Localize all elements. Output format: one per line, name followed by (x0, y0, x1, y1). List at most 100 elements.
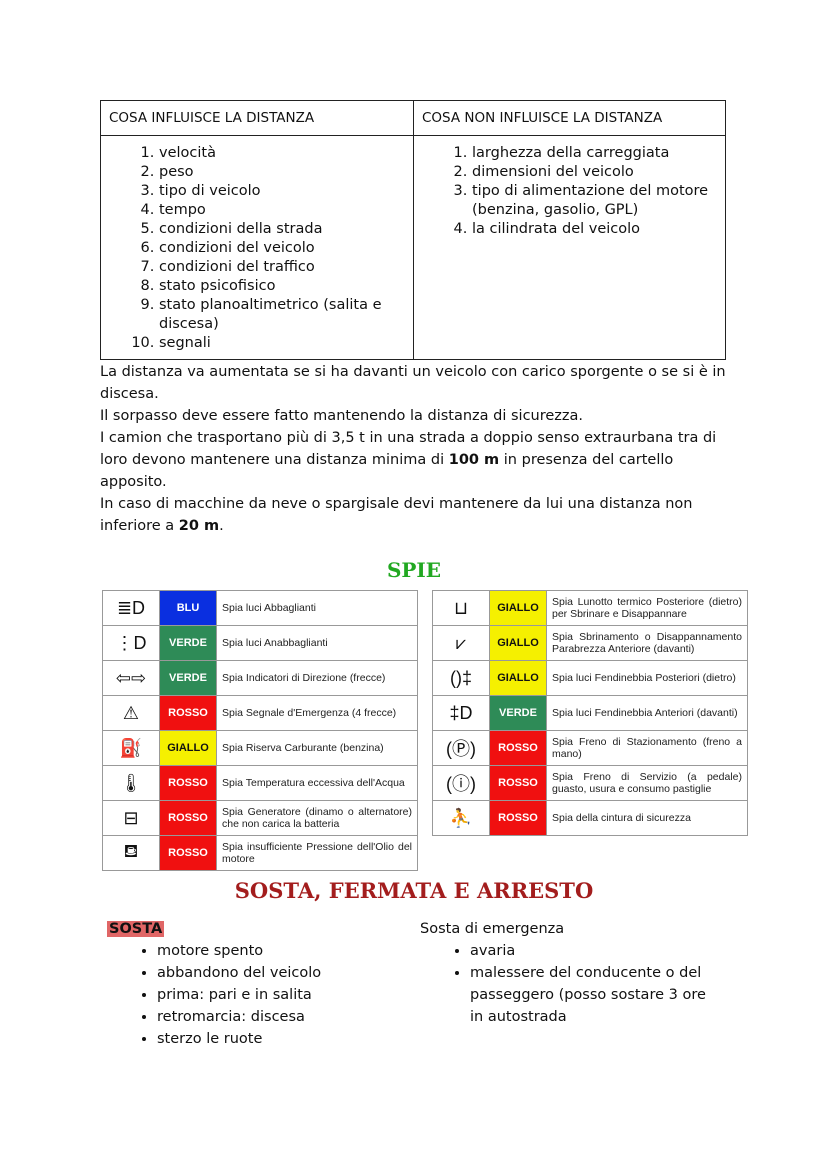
list-item: condizioni del veicolo (159, 239, 413, 258)
list-item: velocità (159, 144, 413, 163)
list-item: condizioni della strada (159, 220, 413, 239)
warning-light-description: Spia Riserva Carburante (benzina) (216, 730, 418, 766)
color-label: GIALLO (489, 660, 547, 696)
list-item: retromarcia: discesa (157, 1006, 321, 1028)
list-item: stato psicofisico (159, 277, 413, 296)
warning-lights-table-right: ⊔ GIALLO Spia Lunotto termico Posteriore (… (432, 590, 748, 836)
warning-light-description: Spia Sbrinamento o Disappannamento Parab… (546, 625, 748, 661)
emergency-stop-section: Sosta di emergenza avariamalessere del c… (420, 918, 720, 1028)
rear-fog-light-icon: ()‡ (432, 660, 490, 696)
sosta-label: SOSTA (107, 921, 165, 937)
fuel-pump-icon: ⛽ (102, 730, 160, 766)
list-item: prima: pari e in salita (157, 984, 321, 1006)
distance-factors-table: COSA INFLUISCE LA DISTANZA COSA NON INFL… (100, 100, 726, 360)
warning-light-row: ⋮D VERDE Spia luci Anabbaglianti (102, 625, 418, 661)
color-label: VERDE (159, 660, 217, 696)
warning-light-row: ⛹ ROSSO Spia della cintura di sicurezza (432, 800, 748, 836)
warning-light-description: Spia della cintura di sicurezza (546, 800, 748, 836)
list-item: dimensioni del veicolo (472, 163, 725, 182)
color-label: ROSSO (489, 765, 547, 801)
warning-light-row: ⊔ GIALLO Spia Lunotto termico Posteriore (… (432, 590, 748, 626)
list-item: tipo di alimentazione del motore (benzin… (472, 182, 725, 220)
color-label: ROSSO (159, 765, 217, 801)
warning-light-row: (Ⓟ) ROSSO Spia Freno di Stazionamento (fre… (432, 730, 748, 766)
distance-notes: La distanza va aumentata se si ha davant… (100, 361, 740, 537)
color-label: BLU (159, 590, 217, 626)
warning-light-row: (ⓘ) ROSSO Spia Freno di Servizio (a pedale… (432, 765, 748, 801)
warning-light-description: Spia Freno di Servizio (a pedale) guasto… (546, 765, 748, 801)
battery-icon: ⊟ (102, 800, 160, 836)
note-paragraph: Il sorpasso deve essere fatto mantenendo… (100, 408, 584, 424)
warning-light-row: ()‡ GIALLO Spia luci Fendinebbia Posterior… (432, 660, 748, 696)
warning-light-row: ⛾ ROSSO Spia insufficiente Pressione dell'… (102, 835, 418, 871)
sosta-heading: SOSTA, FERMATA E ARRESTO (234, 878, 594, 903)
header-not-influences: COSA NON INFLUISCE LA DISTANZA (414, 101, 725, 136)
high-beam-icon: ≣D (102, 590, 160, 626)
list-item: tempo (159, 201, 413, 220)
color-label: ROSSO (159, 835, 217, 871)
list-item: condizioni del traffico (159, 258, 413, 277)
list-item: la cilindrata del veicolo (472, 220, 725, 239)
warning-light-row: ⛽ GIALLO Spia Riserva Carburante (benzina) (102, 730, 418, 766)
warning-light-description: Spia insufficiente Pressione dell'Olio d… (216, 835, 418, 871)
header-influences: COSA INFLUISCE LA DISTANZA (101, 101, 414, 136)
list-item: stato planoaltimetrico (salita e discesa… (159, 296, 413, 334)
seatbelt-icon: ⛹ (432, 800, 490, 836)
turn-signal-icon: ⇦⇨ (102, 660, 160, 696)
warning-light-description: Spia Segnale d'Emergenza (4 frecce) (216, 695, 418, 731)
sosta-section: SOSTA motore spentoabbandono del veicolo… (107, 918, 321, 1050)
list-item: tipo di veicolo (159, 182, 413, 201)
warning-light-description: Spia luci Fendinebbia Anteriori (davanti… (546, 695, 748, 731)
warning-light-description: Spia luci Abbaglianti (216, 590, 418, 626)
warning-light-description: Spia Lunotto termico Posteriore (dietro)… (546, 590, 748, 626)
emergency-stop-label: Sosta di emergenza (420, 921, 565, 937)
color-label: GIALLO (159, 730, 217, 766)
color-label: ROSSO (159, 800, 217, 836)
warning-light-row: ⚠ ROSSO Spia Segnale d'Emergenza (4 frecce… (102, 695, 418, 731)
list-item: larghezza della carreggiata (472, 144, 725, 163)
note-paragraph: In caso di macchine da neve o spargisale… (100, 496, 693, 534)
spie-heading: SPIE (386, 558, 442, 582)
front-fog-light-icon: ‡D (432, 695, 490, 731)
note-paragraph: La distanza va aumentata se si ha davant… (100, 364, 726, 402)
warning-light-row: ⊟ ROSSO Spia Generatore (dinamo o alternat… (102, 800, 418, 836)
warning-light-description: Spia luci Fendinebbia Posteriori (dietro… (546, 660, 748, 696)
coolant-temperature-icon: 🌡 (102, 765, 160, 801)
front-defrost-icon: ⩗ (432, 625, 490, 661)
color-label: GIALLO (489, 590, 547, 626)
warning-light-row: 🌡 ROSSO Spia Temperatura eccessiva dell'Ac… (102, 765, 418, 801)
parking-brake-icon: (Ⓟ) (432, 730, 490, 766)
list-item: motore spento (157, 940, 321, 962)
color-label: ROSSO (489, 800, 547, 836)
list-item: avaria (470, 940, 720, 962)
list-item: sterzo le ruote (157, 1028, 321, 1050)
oil-can-icon: ⛾ (102, 835, 160, 871)
brake-warning-icon: (ⓘ) (432, 765, 490, 801)
warning-light-row: ≣D BLU Spia luci Abbaglianti (102, 590, 418, 626)
color-label: VERDE (159, 625, 217, 661)
color-label: ROSSO (489, 730, 547, 766)
warning-light-row: ⩗ GIALLO Spia Sbrinamento o Disappannament… (432, 625, 748, 661)
list-item: segnali (159, 334, 413, 353)
not-influences-list: larghezza della carreggiatadimensioni de… (414, 144, 725, 239)
warning-light-row: ⇦⇨ VERDE Spia Indicatori di Direzione (fre… (102, 660, 418, 696)
list-item: malessere del conducente o del passegger… (470, 962, 720, 1028)
warning-light-row: ‡D VERDE Spia luci Fendinebbia Anteriori (… (432, 695, 748, 731)
warning-light-description: Spia Indicatori di Direzione (frecce) (216, 660, 418, 696)
rear-defrost-icon: ⊔ (432, 590, 490, 626)
color-label: VERDE (489, 695, 547, 731)
warning-light-description: Spia Freno di Stazionamento (freno a man… (546, 730, 748, 766)
warning-light-description: Spia Generatore (dinamo o alternatore) c… (216, 800, 418, 836)
influences-list: velocitàpesotipo di veicolotempocondizio… (101, 144, 413, 353)
list-item: peso (159, 163, 413, 182)
warning-light-description: Spia Temperatura eccessiva dell'Acqua (216, 765, 418, 801)
color-label: GIALLO (489, 625, 547, 661)
warning-light-description: Spia luci Anabbaglianti (216, 625, 418, 661)
low-beam-icon: ⋮D (102, 625, 160, 661)
color-label: ROSSO (159, 695, 217, 731)
sosta-list: motore spentoabbandono del veicoloprima:… (107, 940, 321, 1050)
list-item: abbandono del veicolo (157, 962, 321, 984)
emergency-stop-list: avariamalessere del conducente o del pas… (420, 940, 720, 1028)
note-paragraph: I camion che trasportano più di 3,5 t in… (100, 430, 717, 490)
warning-lights-table-left: ≣D BLU Spia luci Abbaglianti ⋮D VERDE Spia lu… (102, 590, 418, 871)
